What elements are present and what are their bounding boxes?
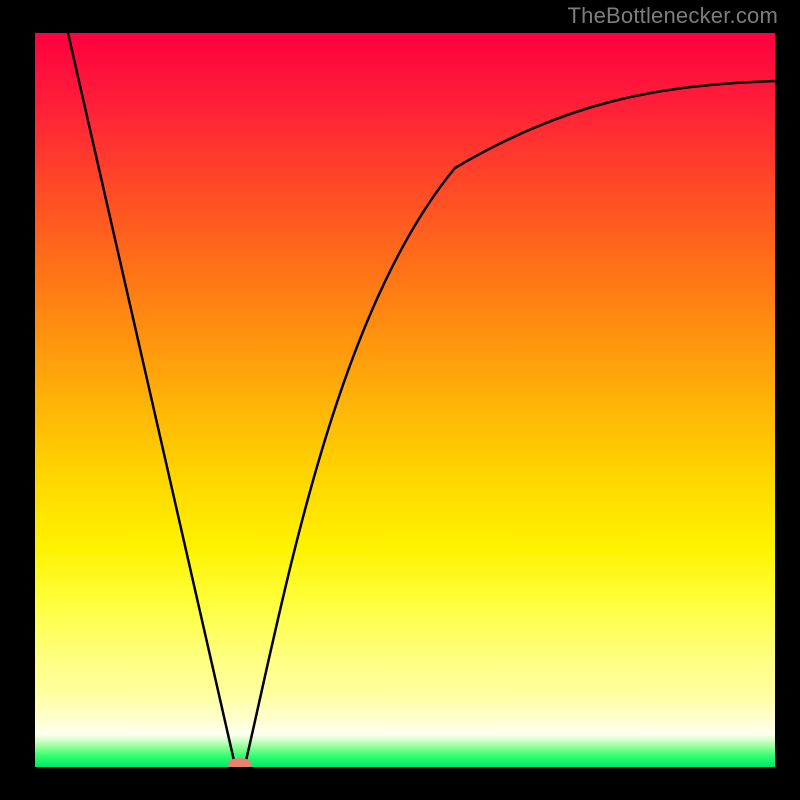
- watermark-text: TheBottlenecker.com: [568, 3, 778, 29]
- bottleneck-curve: [35, 33, 775, 767]
- chart-container: TheBottlenecker.com: [0, 0, 800, 800]
- plot-area: [35, 33, 775, 767]
- minimum-marker: [228, 758, 252, 767]
